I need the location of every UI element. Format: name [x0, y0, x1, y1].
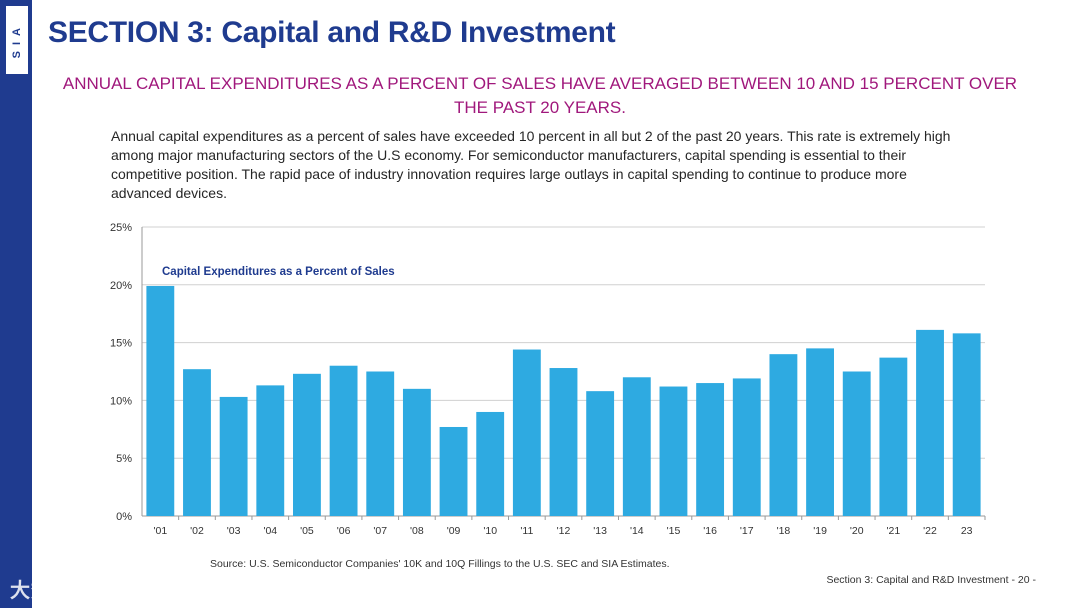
- x-tick-label: 23: [961, 525, 973, 537]
- x-tick-label: '02: [190, 525, 204, 537]
- bar: [769, 354, 798, 516]
- bar: [916, 329, 944, 516]
- bar: [476, 411, 505, 516]
- bar: [586, 391, 615, 516]
- x-tick-label: '05: [300, 525, 314, 537]
- bar: [549, 368, 578, 516]
- bar: [659, 386, 688, 516]
- bar: [256, 385, 285, 516]
- x-tick-label: '03: [227, 525, 241, 537]
- bar: [329, 365, 358, 516]
- bar: [293, 373, 321, 516]
- bar: [512, 349, 541, 516]
- x-tick-label: '20: [850, 525, 864, 537]
- bar: [146, 285, 175, 516]
- x-tick-label: '21: [887, 525, 901, 537]
- bar: [879, 357, 908, 516]
- x-tick-label: '14: [630, 525, 644, 537]
- x-tick-label: '15: [667, 525, 681, 537]
- x-tick-label: '18: [777, 525, 791, 537]
- x-tick-label: '06: [337, 525, 351, 537]
- y-tick-label: 0%: [116, 511, 132, 523]
- source-note: Source: U.S. Semiconductor Companies' 10…: [210, 558, 670, 570]
- bar: [439, 426, 468, 516]
- bar: [842, 371, 871, 516]
- chart-title: Capital Expenditures as a Percent of Sal…: [162, 266, 395, 278]
- y-tick-label: 20%: [110, 280, 132, 292]
- x-tick-label: '17: [740, 525, 754, 537]
- y-tick-label: 10%: [110, 395, 132, 407]
- body-paragraph: Annual capital expenditures as a percent…: [111, 128, 951, 201]
- sia-logo: SIA: [6, 6, 28, 74]
- page-title: SECTION 3: Capital and R&D Investment: [48, 16, 616, 49]
- page-footer: Section 3: Capital and R&D Investment - …: [826, 574, 1036, 586]
- x-tick-label: '12: [557, 525, 571, 537]
- x-tick-label: '04: [263, 525, 277, 537]
- x-tick-label: '13: [593, 525, 607, 537]
- y-tick-label: 15%: [110, 338, 132, 350]
- x-tick-label: '07: [373, 525, 387, 537]
- x-tick-label: '08: [410, 525, 424, 537]
- bar: [219, 396, 248, 516]
- x-tick-label: '09: [447, 525, 461, 537]
- bar: [366, 371, 395, 516]
- y-tick-label: 25%: [110, 222, 132, 234]
- x-tick-label: '19: [813, 525, 827, 537]
- watermark: 大数跨境: [10, 580, 94, 602]
- x-tick-label: '10: [483, 525, 497, 537]
- bar: [622, 377, 651, 516]
- bar: [402, 388, 431, 516]
- x-tick-label: '22: [923, 525, 937, 537]
- x-tick-label: '11: [520, 525, 533, 537]
- bar: [696, 383, 725, 516]
- bar: [952, 333, 981, 516]
- bar: [806, 348, 834, 516]
- bar: [183, 369, 211, 516]
- x-tick-label: '16: [703, 525, 717, 537]
- page-subtitle: ANNUAL CAPITAL EXPENDITURES AS A PERCENT…: [62, 74, 1018, 117]
- x-tick-label: '01: [153, 525, 167, 537]
- sidebar-stripe: SIA: [0, 0, 32, 608]
- y-tick-label: 5%: [116, 453, 132, 465]
- bar: [732, 378, 761, 516]
